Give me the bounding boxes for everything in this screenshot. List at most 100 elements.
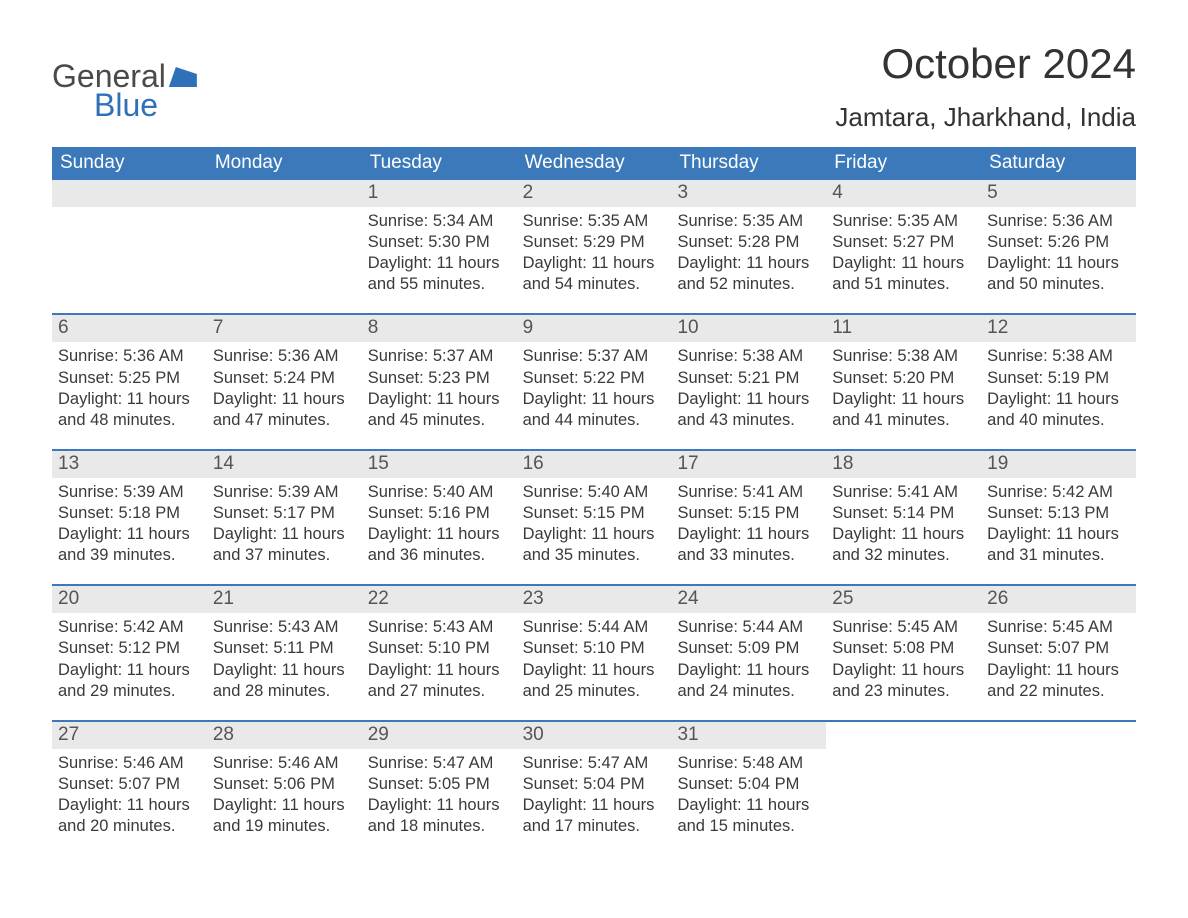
sunrise-line: Sunrise: 5:37 AM: [368, 346, 511, 367]
sunrise-line: Sunrise: 5:40 AM: [523, 482, 666, 503]
logo-flag-icon: [169, 67, 197, 87]
sunrise-line: Sunrise: 5:38 AM: [677, 346, 820, 367]
day-number: 17: [671, 451, 826, 478]
day-number: 20: [52, 586, 207, 613]
location-subtitle: Jamtara, Jharkhand, India: [835, 102, 1136, 133]
daylight-line: Daylight: 11 hours and 54 minutes.: [523, 253, 666, 295]
day-cell-3: 3Sunrise: 5:35 AMSunset: 5:28 PMDaylight…: [671, 180, 826, 313]
daylight-line: Daylight: 11 hours and 22 minutes.: [987, 660, 1130, 702]
day-cell-24: 24Sunrise: 5:44 AMSunset: 5:09 PMDayligh…: [671, 586, 826, 719]
day-cell-15: 15 Sunrise: 5:40 AMSunset: 5:16 PMDayligh…: [362, 451, 517, 584]
day-number: 9: [517, 315, 672, 342]
day-details: Sunrise: 5:38 AMSunset: 5:19 PMDaylight:…: [987, 346, 1130, 430]
day-number: 15: [362, 451, 517, 478]
day-cell-27: 27Sunrise: 5:46 AMSunset: 5:07 PMDayligh…: [52, 722, 207, 855]
sunrise-line: Sunrise: 5:39 AM: [58, 482, 201, 503]
daylight-line: Daylight: 11 hours and 36 minutes.: [368, 524, 511, 566]
sunset-line: Sunset: 5:27 PM: [832, 232, 975, 253]
day-details: Sunrise: 5:36 AMSunset: 5:26 PMDaylight:…: [987, 211, 1130, 295]
day-cell-1: 1 Sunrise: 5:34 AMSunset: 5:30 PMDaylight…: [362, 180, 517, 313]
day-number: 6: [52, 315, 207, 342]
month-title: October 2024: [835, 40, 1136, 88]
day-details: Sunrise: 5:40 AMSunset: 5:16 PMDaylight:…: [368, 482, 511, 566]
day-number: 23: [517, 586, 672, 613]
sunset-line: Sunset: 5:07 PM: [987, 638, 1130, 659]
weekday-wednesday: Wednesday: [517, 147, 672, 180]
day-number: 4: [826, 180, 981, 207]
sunrise-line: Sunrise: 5:36 AM: [213, 346, 356, 367]
day-details: Sunrise: 5:48 AMSunset: 5:04 PMDaylight:…: [677, 753, 820, 837]
daylight-line: Daylight: 11 hours and 15 minutes.: [677, 795, 820, 837]
day-cell-29: 29 Sunrise: 5:47 AMSunset: 5:05 PMDayligh…: [362, 722, 517, 855]
day-cell-empty: [52, 180, 207, 313]
day-details: Sunrise: 5:43 AMSunset: 5:10 PMDaylight:…: [368, 617, 511, 701]
day-number: 12: [981, 315, 1136, 342]
day-details: Sunrise: 5:34 AMSunset: 5:30 PMDaylight:…: [368, 211, 511, 295]
day-details: Sunrise: 5:41 AMSunset: 5:15 PMDaylight:…: [677, 482, 820, 566]
day-number: 2: [517, 180, 672, 207]
daylight-line: Daylight: 11 hours and 41 minutes.: [832, 389, 975, 431]
day-number: 31: [671, 722, 826, 749]
day-details: Sunrise: 5:38 AMSunset: 5:20 PMDaylight:…: [832, 346, 975, 430]
day-cell-20: 20Sunrise: 5:42 AMSunset: 5:12 PMDayligh…: [52, 586, 207, 719]
sunset-line: Sunset: 5:05 PM: [368, 774, 511, 795]
sunrise-line: Sunrise: 5:39 AM: [213, 482, 356, 503]
sunrise-line: Sunrise: 5:46 AM: [58, 753, 201, 774]
sunrise-line: Sunrise: 5:43 AM: [213, 617, 356, 638]
week-row: 20 Sunrise: 5:42 AMSunset: 5:12 PM Dayligh…: [52, 584, 1136, 719]
sunrise-line: Sunrise: 5:41 AM: [677, 482, 820, 503]
sunrise-line: Sunrise: 5:37 AM: [523, 346, 666, 367]
sunrise-line: Sunrise: 5:44 AM: [523, 617, 666, 638]
day-cell-13: 13 Sunrise: 5:39 AMSunset: 5:18 PMDayligh…: [52, 451, 207, 584]
day-number: 30: [517, 722, 672, 749]
day-cell-28: 28Sunrise: 5:46 AMSunset: 5:06 PMDayligh…: [207, 722, 362, 855]
sunset-line: Sunset: 5:19 PM: [987, 368, 1130, 389]
day-cell-30: 30Sunrise: 5:47 AMSunset: 5:04 PMDayligh…: [517, 722, 672, 855]
daylight-line: Daylight: 11 hours and 25 minutes.: [523, 660, 666, 702]
day-details: Sunrise: 5:47 AMSunset: 5:05 PMDaylight:…: [368, 753, 511, 837]
sunrise-line: Sunrise: 5:38 AM: [987, 346, 1130, 367]
day-cell-25: 25Sunrise: 5:45 AMSunset: 5:08 PMDayligh…: [826, 586, 981, 719]
weekday-friday: Friday: [826, 147, 981, 180]
day-details: Sunrise: 5:39 AMSunset: 5:18 PMDaylight:…: [58, 482, 201, 566]
week-row: 13 Sunrise: 5:39 AMSunset: 5:18 PMDayligh…: [52, 449, 1136, 584]
weekday-header-row: SundayMondayTuesdayWednesdayThursdayFrid…: [52, 147, 1136, 180]
day-number: 16: [517, 451, 672, 478]
sunset-line: Sunset: 5:28 PM: [677, 232, 820, 253]
daylight-line: Daylight: 11 hours and 33 minutes.: [677, 524, 820, 566]
sunset-line: Sunset: 5:23 PM: [368, 368, 511, 389]
sunrise-line: Sunrise: 5:42 AM: [58, 617, 201, 638]
day-number: 18: [826, 451, 981, 478]
sunset-line: Sunset: 5:29 PM: [523, 232, 666, 253]
sunset-line: Sunset: 5:13 PM: [987, 503, 1130, 524]
day-number: 3: [671, 180, 826, 207]
day-number: 1: [362, 180, 517, 207]
day-cell-4: 4Sunrise: 5:35 AMSunset: 5:27 PMDaylight…: [826, 180, 981, 313]
sunset-line: Sunset: 5:20 PM: [832, 368, 975, 389]
weekday-thursday: Thursday: [671, 147, 826, 180]
day-number: 5: [981, 180, 1136, 207]
sunset-line: Sunset: 5:12 PM: [58, 638, 201, 659]
sunrise-line: Sunrise: 5:44 AM: [677, 617, 820, 638]
day-number: 24: [671, 586, 826, 613]
sunrise-line: Sunrise: 5:38 AM: [832, 346, 975, 367]
sunset-line: Sunset: 5:24 PM: [213, 368, 356, 389]
sunset-line: Sunset: 5:22 PM: [523, 368, 666, 389]
day-cell-10: 10Sunrise: 5:38 AMSunset: 5:21 PMDayligh…: [671, 315, 826, 448]
day-cell-26: 26 Sunrise: 5:45 AMSunset: 5:07 PMDayligh…: [981, 586, 1136, 719]
day-details: Sunrise: 5:37 AMSunset: 5:23 PMDaylight:…: [368, 346, 511, 430]
sunrise-line: Sunrise: 5:47 AM: [368, 753, 511, 774]
logo-text-blue: Blue: [94, 87, 158, 124]
day-number: 29: [362, 722, 517, 749]
daylight-line: Daylight: 11 hours and 47 minutes.: [213, 389, 356, 431]
day-cell-5: 5 Sunrise: 5:36 AMSunset: 5:26 PMDaylight…: [981, 180, 1136, 313]
daylight-line: Daylight: 11 hours and 20 minutes.: [58, 795, 201, 837]
sunrise-line: Sunrise: 5:40 AM: [368, 482, 511, 503]
day-cell-19: 19Sunrise: 5:42 AMSunset: 5:13 PMDayligh…: [981, 451, 1136, 584]
day-details: Sunrise: 5:45 AMSunset: 5:07 PMDaylight:…: [987, 617, 1130, 701]
week-row: 6Sunrise: 5:36 AMSunset: 5:25 PMDaylight…: [52, 313, 1136, 448]
day-number: 13: [52, 451, 207, 478]
day-cell-2: 2Sunrise: 5:35 AMSunset: 5:29 PMDaylight…: [517, 180, 672, 313]
day-number: 26: [981, 586, 1136, 613]
sunset-line: Sunset: 5:30 PM: [368, 232, 511, 253]
